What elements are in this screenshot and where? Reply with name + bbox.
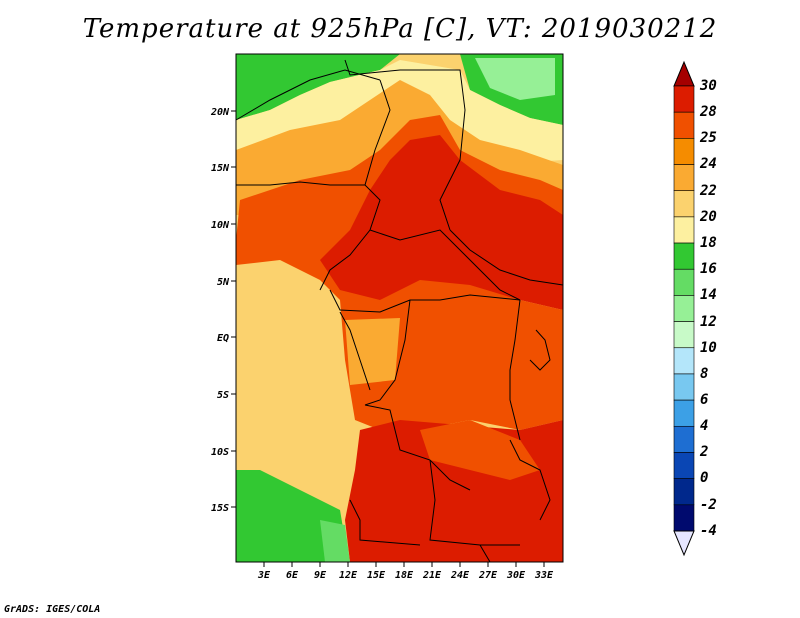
colorbar-segment [673,295,695,322]
lat-label: EQ [217,333,229,344]
lon-label: 21E [422,570,442,581]
colorbar-segment [673,504,695,532]
band-north-lightgreen [475,58,555,100]
colorbar-label: 10 [700,340,717,356]
colorbar-segment [673,425,695,453]
lon-label: 30E [506,570,526,581]
colorbar-segment [673,242,695,270]
lat-label: 10N [211,220,230,231]
southern-orange-patch [420,420,540,480]
lon-label: 12E [339,570,358,581]
colorbar-bottom-arrow [673,530,695,557]
lon-label: 9E [314,570,327,581]
colorbar-segment [673,399,695,427]
southwest-green [236,470,350,562]
country-borders [235,59,564,563]
longitude-axis: 3E 6E 9E 12E 15E 18E 21E 24E 27E 30E 33E [257,562,554,581]
colorbar-label: 6 [700,392,708,408]
colorbar-label: 24 [699,156,717,172]
colorbar-label: 2 [699,444,708,460]
colorbar-label: 16 [700,261,717,277]
hot-core-sahel [320,135,563,310]
lat-label: 5S [217,390,229,401]
colorbar-segment [673,111,695,139]
colorbar-segment [673,373,695,401]
lat-label: 5N [217,277,230,288]
colorbar-label: 8 [700,366,708,382]
colorbar-segment [673,138,695,165]
temperature-field [236,54,563,562]
lon-label: 27E [478,570,498,581]
colorbar-label: 28 [699,104,717,120]
lon-label: 18E [395,570,414,581]
colorbar-label: 20 [699,209,717,225]
lon-label: 3E [257,570,271,581]
latitude-axis: 20N 15N 10N 5N EQ 5S 10S 15S [210,107,236,514]
congo-light-patch [345,318,400,385]
lon-label: 6E [286,570,299,581]
colorbar-label: -4 [700,523,717,539]
lat-label: 15N [211,163,230,174]
colorbar-segment [673,190,695,218]
lat-label: 10S [211,447,229,458]
lat-label: 20N [210,107,230,118]
lat-label: 15S [211,503,229,514]
band-northwest-green [236,54,400,120]
colorbar-segment [673,478,695,506]
coastal-cool-region [236,260,360,500]
colorbar-segment [673,268,695,296]
colorbar: 30 28 25 24 22 20 18 16 14 12 10 8 6 4 2… [673,60,717,557]
colorbar-label: 14 [700,287,717,303]
colorbar-label: 0 [700,470,708,486]
colorbar-segment [673,216,695,244]
grads-credit: GrADS: IGES/COLA [4,604,101,615]
colorbar-label: 25 [699,130,717,146]
colorbar-label: 22 [699,183,717,199]
map-frame [235,53,564,563]
colorbar-segment [673,85,695,113]
map-title: Temperature at 925hPa [C], VT: 201903021… [82,14,718,44]
colorbar-label: 30 [699,78,717,94]
lon-label: 33E [534,570,554,581]
colorbar-segment [673,321,695,349]
colorbar-label: 4 [700,418,708,434]
lon-label: 15E [367,570,386,581]
colorbar-segment [673,347,695,375]
colorbar-labels: 30 28 25 24 22 20 18 16 14 12 10 8 6 4 2… [699,78,717,539]
colorbar-top-arrow [673,60,695,87]
colorbar-segment [673,164,695,192]
colorbar-label: 18 [700,235,717,251]
lon-label: 24E [450,570,470,581]
colorbar-label: 12 [700,314,717,330]
colorbar-label: -2 [700,497,717,513]
southwest-lightgreen [320,520,350,562]
colorbar-segment [673,452,695,479]
